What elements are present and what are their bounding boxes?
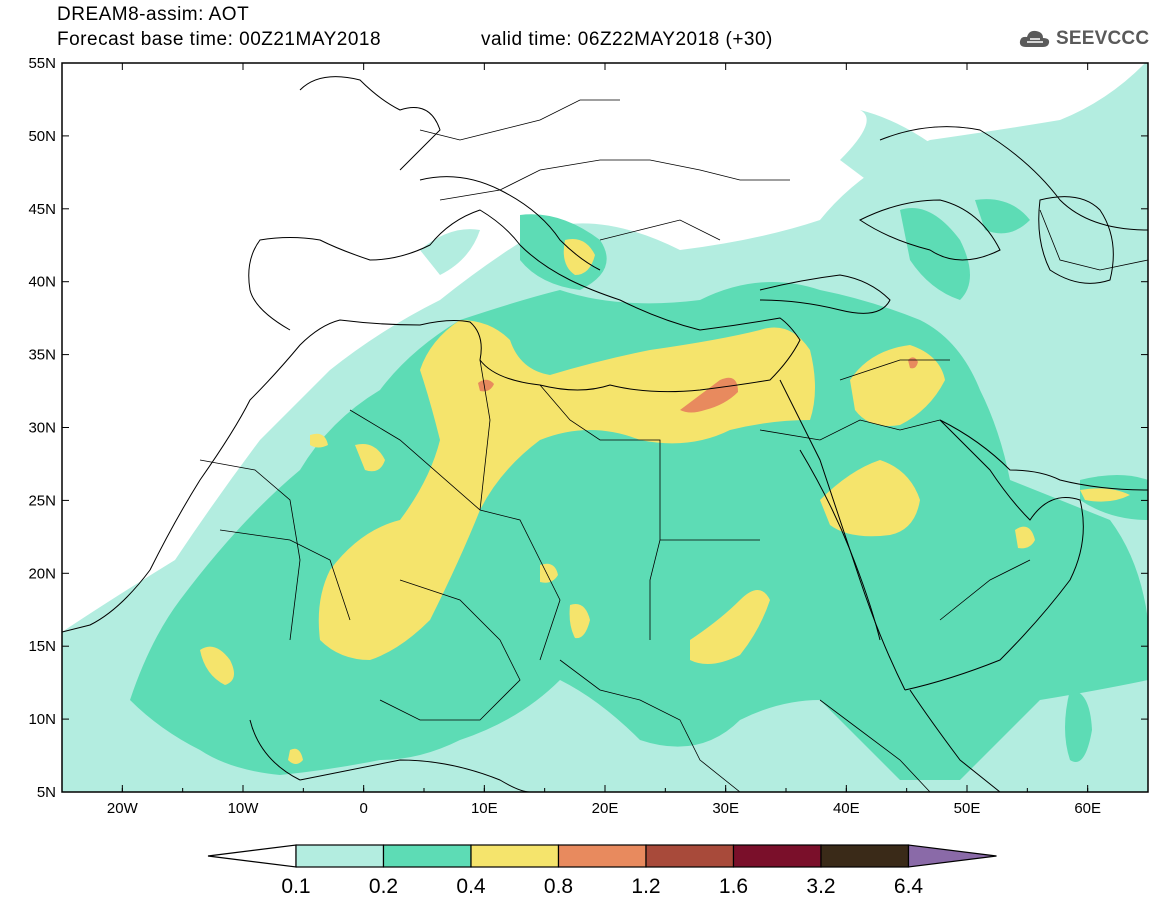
seevccc-logo: SEEVCCC (1018, 26, 1149, 52)
lat-label: 40N (28, 274, 56, 291)
colorbar-bin (645, 844, 735, 868)
colorbar-under-arrow (207, 844, 297, 868)
lon-label: 20E (592, 800, 619, 817)
lon-label: 60E (1074, 800, 1101, 817)
colorbar-bin (732, 844, 822, 868)
country-borders (199, 99, 1148, 792)
colorbar: 0.1 0.2 0.4 0.8 1.2 1.6 3.2 6.4 (207, 844, 997, 898)
lon-label: 20W (107, 800, 139, 817)
lat-label: 5N (37, 784, 56, 801)
colorbar-bin (295, 844, 385, 868)
lat-label: 20N (28, 565, 56, 582)
map-plot-area (62, 63, 1148, 792)
lon-label: 0 (359, 800, 367, 817)
base-time-label: Forecast base time: 00Z21MAY2018 (57, 29, 382, 50)
valid-time-label: valid time: 06Z22MAY2018 (+30) (481, 29, 773, 50)
colorbar-label: 1.2 (631, 875, 660, 898)
lat-label: 55N (28, 55, 56, 72)
colorbar-label: 0.1 (281, 875, 310, 898)
lon-label: 30E (712, 800, 739, 817)
colorbar-label: 0.2 (369, 875, 398, 898)
colorbar-bin (820, 844, 910, 868)
forecast-times: Forecast base time: 00Z21MAY2018 valid ti… (57, 29, 772, 51)
lat-label: 15N (28, 638, 56, 655)
coastlines (62, 76, 1148, 792)
map-title: DREAM8-assim: AOT (57, 4, 250, 25)
colorbar-bin (470, 844, 560, 868)
lat-label: 35N (28, 347, 56, 364)
lat-label: 50N (28, 128, 56, 145)
colorbar-bin (382, 844, 472, 868)
logo-text: SEEVCCC (1056, 28, 1150, 49)
colorbar-label: 0.4 (456, 875, 486, 898)
lon-label: 40E (833, 800, 860, 817)
colorbar-label: 3.2 (806, 875, 835, 898)
lat-label: 30N (28, 420, 56, 437)
lon-label: 10E (471, 800, 498, 817)
colorbar-over-arrow (907, 844, 997, 868)
colorbar-label: 6.4 (894, 875, 924, 898)
lon-label: 10W (228, 800, 260, 817)
lat-label: 25N (28, 492, 56, 509)
colorbar-label: 0.8 (544, 875, 573, 898)
cloud-icon (1019, 30, 1050, 47)
lon-label: 50E (954, 800, 981, 817)
longitude-axis: 20W 10W 0 10E 20E 30E 40E 50E 60E (61, 63, 1149, 817)
lat-label: 10N (28, 711, 56, 728)
colorbar-bin (557, 844, 647, 868)
latitude-axis: 55N 50N 45N 40N 35N 30N 25N 20N 15N 10N 5N (28, 55, 1148, 801)
lat-label: 45N (28, 201, 56, 218)
colorbar-label: 1.6 (719, 875, 748, 898)
